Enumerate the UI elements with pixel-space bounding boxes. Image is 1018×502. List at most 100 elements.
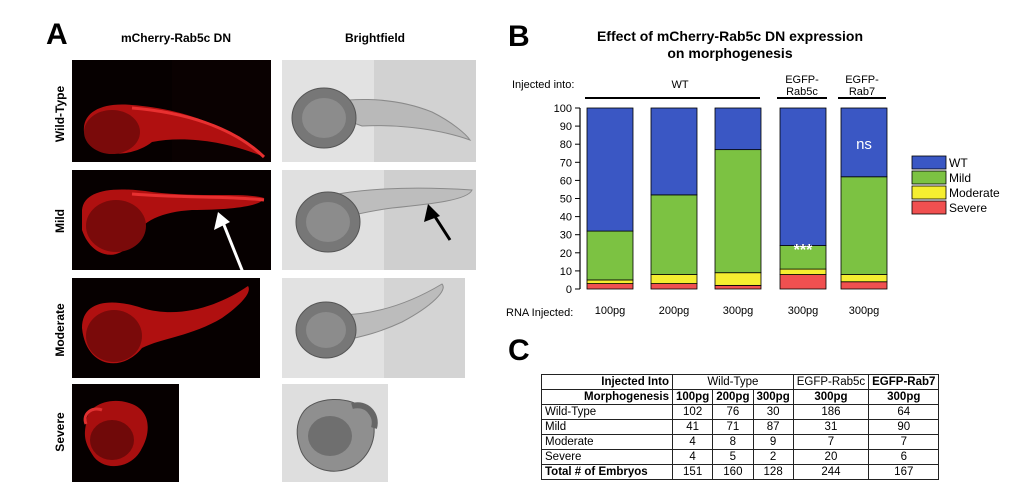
table-cell: 186 — [792, 404, 870, 420]
panel-c-letter: C — [508, 334, 530, 367]
y-tick-label: 0 — [566, 284, 572, 296]
table-cell: 4 — [671, 449, 714, 465]
table-cell: 9 — [752, 434, 794, 450]
x-tick-label: 300pg — [788, 305, 819, 317]
table-header-row-2: Morphogenesis 100pg 200pg 300pg 300pg 30… — [541, 389, 940, 405]
table-cell: 76 — [712, 404, 754, 420]
row-label-wild-type: Wild-Type — [53, 85, 67, 143]
table-cell: 4 — [671, 434, 714, 450]
y-tick-label: 60 — [560, 175, 572, 187]
table-header-egfp-rab7: EGFP-Rab7 — [868, 374, 940, 390]
bar-segment-wt — [714, 107, 762, 151]
y-tick-label: 40 — [560, 212, 572, 224]
fluor-image-moderate — [72, 278, 260, 378]
table-row: Severe 4 5 2 20 6 — [541, 449, 940, 465]
bar-segment-mild — [714, 149, 762, 274]
table-cell: Mild — [541, 419, 673, 435]
fluor-image-severe — [72, 384, 179, 482]
bar-segment-moderate — [779, 268, 827, 275]
group-label-rab7-line1: EGFP- — [845, 74, 879, 86]
table-cell: 87 — [752, 419, 794, 435]
group-label-rab5c: EGFP- Rab5c — [770, 74, 834, 98]
table-cell: Severe — [541, 449, 673, 465]
y-tick-label: 70 — [560, 157, 572, 169]
group-label-rab7: EGFP- Rab7 — [830, 74, 894, 98]
table-total-row: Total # of Embryos 151 160 128 244 167 — [541, 464, 940, 480]
bar-segment-severe — [586, 283, 634, 290]
brightfield-image-wild-type — [282, 60, 476, 162]
table-cell: 30 — [752, 404, 794, 420]
bar-segment-wt — [779, 107, 827, 246]
brightfield-image-mild — [282, 170, 476, 270]
legend-swatch-mild — [911, 170, 947, 185]
group-label-rab5c-line1: EGFP- — [785, 74, 819, 86]
y-tick-label: 100 — [554, 103, 572, 115]
y-tick-label: 30 — [560, 230, 572, 242]
table-cell: 8 — [712, 434, 754, 450]
bar-segment-wt — [840, 107, 888, 178]
table-header-dose: 300pg — [868, 389, 940, 405]
bar-segment-mild — [586, 230, 634, 281]
y-tick-label: 50 — [560, 194, 572, 206]
legend-swatch-moderate — [911, 185, 947, 200]
col-header-brightfield: Brightfield — [345, 31, 405, 45]
bar-segment-moderate — [714, 272, 762, 286]
rna-injected-label: RNA Injected: — [506, 307, 574, 319]
group-label-wt: WT — [671, 79, 689, 91]
bar-segment-wt — [586, 107, 634, 232]
table-cell: 5 — [712, 449, 754, 465]
bar-segment-severe — [650, 283, 698, 290]
y-tick-label: 90 — [560, 121, 572, 133]
table-cell: 7 — [792, 434, 870, 450]
table-cell: 2 — [752, 449, 794, 465]
y-tick-label: 80 — [560, 139, 572, 151]
table-cell: Wild-Type — [541, 404, 673, 420]
table-header-wild-type: Wild-Type — [672, 374, 794, 390]
group-rule-rab5c — [777, 97, 827, 99]
table-cell: 64 — [868, 404, 940, 420]
table-cell: 90 — [868, 419, 940, 435]
table-cell: 41 — [671, 419, 714, 435]
table-row: Wild-Type 102 76 30 186 64 — [541, 404, 940, 420]
table-header-dose: 200pg — [712, 389, 754, 405]
table-cell: 128 — [752, 464, 794, 480]
bar-segment-mild — [650, 194, 698, 275]
table-header-row-1: Injected Into Wild-Type EGFP-Rab5c EGFP-… — [541, 374, 940, 390]
legend-label: Moderate — [949, 186, 1000, 200]
bar-segment-severe — [779, 274, 827, 290]
x-tick-label: 300pg — [849, 305, 880, 317]
bar-segment-mild — [840, 176, 888, 275]
col-header-mcherry: mCherry-Rab5c DN — [120, 31, 232, 45]
table-header-morphogenesis: Morphogenesis — [541, 389, 673, 405]
row-label-mild: Mild — [53, 209, 67, 233]
table-cell: 31 — [792, 419, 870, 435]
x-tick-label: 100pg — [595, 305, 626, 317]
x-tick-label: 300pg — [723, 305, 754, 317]
group-rule-wt — [585, 97, 760, 99]
brightfield-image-severe — [282, 384, 388, 482]
chart-title: Effect of mCherry-Rab5c DN expression on… — [540, 28, 920, 62]
bar-segment-severe — [714, 284, 762, 290]
row-label-moderate: Moderate — [53, 303, 67, 357]
chart-title-line1: Effect of mCherry-Rab5c DN expression — [596, 28, 864, 44]
significance-ns: ns — [856, 136, 872, 153]
table-cell: 6 — [868, 449, 940, 465]
bar-segment-moderate — [650, 274, 698, 284]
bar-segment-severe — [840, 281, 888, 290]
table-header-dose: 300pg — [792, 389, 870, 405]
table-cell: 7 — [868, 434, 940, 450]
table-row: Mild 41 71 87 31 90 — [541, 419, 940, 435]
table-header-injected-into: Injected Into — [541, 374, 673, 390]
group-rule-rab7 — [838, 97, 886, 99]
y-tick-label: 20 — [560, 248, 572, 260]
bar-segment-moderate — [586, 279, 634, 284]
brightfield-image-moderate — [282, 278, 465, 378]
fluor-image-wild-type — [72, 60, 271, 162]
table-header-dose: 100pg — [671, 389, 714, 405]
table-cell: 20 — [792, 449, 870, 465]
table-cell: 244 — [792, 464, 870, 480]
panel-b-letter: B — [508, 20, 530, 53]
table-cell: 102 — [671, 404, 714, 420]
table-cell: 71 — [712, 419, 754, 435]
significance-stars: *** — [794, 242, 813, 259]
